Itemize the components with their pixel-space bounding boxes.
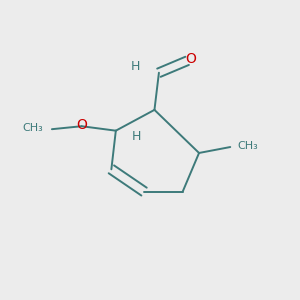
Text: O: O <box>185 52 196 66</box>
Text: H: H <box>130 60 140 73</box>
Text: CH₃: CH₃ <box>238 141 258 151</box>
Text: O: O <box>76 118 87 132</box>
Text: H: H <box>132 130 141 143</box>
Text: CH₃: CH₃ <box>23 123 44 133</box>
